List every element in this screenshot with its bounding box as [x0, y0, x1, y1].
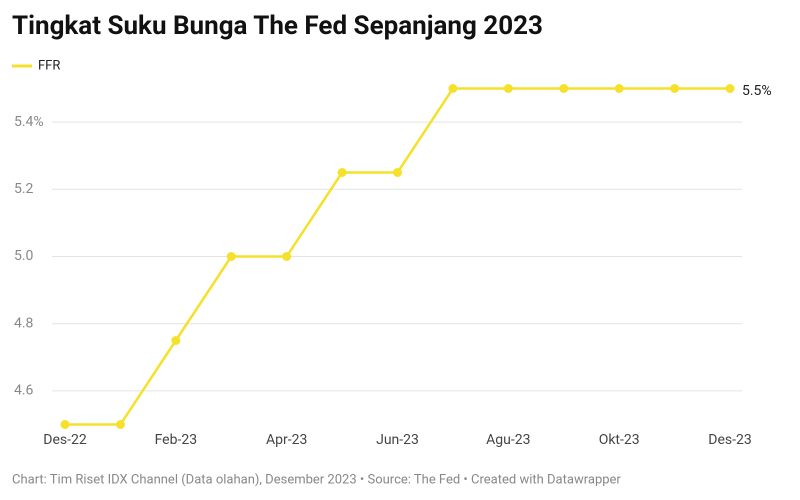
y-tick-label: 5.2: [14, 181, 34, 197]
point: [337, 168, 347, 177]
point: [393, 168, 402, 177]
x-tick-label: Jun-23: [376, 432, 419, 448]
x-tick-label: Okt-23: [599, 432, 640, 448]
y-tick-label: 4.8: [14, 315, 34, 331]
x-tick-label: Des-23: [708, 432, 751, 448]
point: [448, 84, 458, 93]
point: [725, 84, 735, 93]
x-tick-label: Agu-23: [486, 432, 530, 448]
point: [503, 84, 513, 93]
point: [670, 84, 680, 93]
footer: Chart: Tim Riset IDX Channel (Data olaha…: [12, 472, 621, 487]
point: [115, 420, 125, 429]
point: [60, 420, 70, 429]
point: [559, 84, 569, 93]
value-label: 5.5%: [742, 83, 772, 99]
x-tick-label: Des-22: [43, 432, 87, 448]
point: [226, 252, 236, 261]
chart-title: Tingkat Suku Bunga The Fed Sepanjang 202…: [12, 11, 543, 41]
point: [282, 252, 292, 261]
y-tick-label: 5.4%: [14, 114, 44, 130]
x-tick-label: Apr-23: [266, 432, 307, 448]
y-tick-label: 4.6: [14, 383, 34, 399]
point: [614, 84, 624, 93]
x-tick-label: Feb-23: [155, 432, 198, 448]
point: [171, 336, 181, 345]
legend-label: FFR: [38, 58, 60, 73]
y-tick-label: 5.0: [14, 248, 34, 264]
